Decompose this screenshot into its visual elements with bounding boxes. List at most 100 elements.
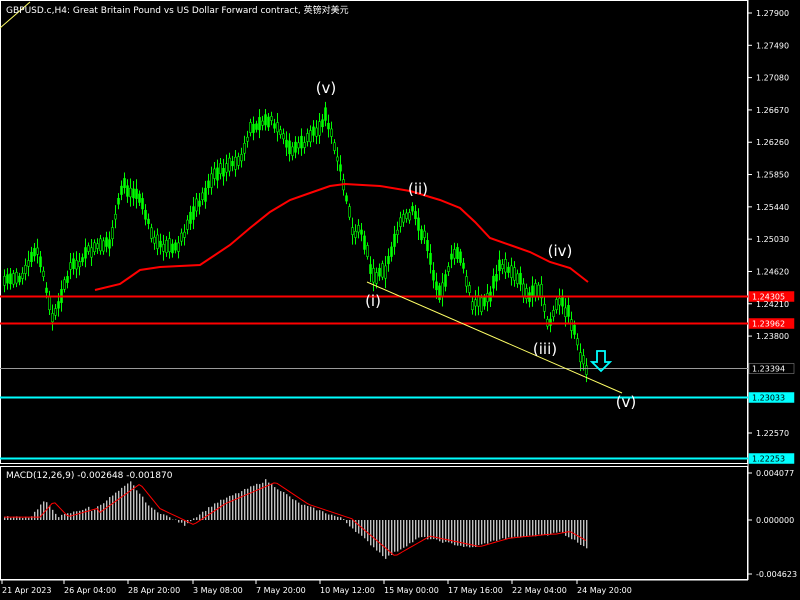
candle-body	[354, 230, 357, 238]
candle-body	[522, 283, 525, 298]
price-tick-label: 1.24210	[756, 300, 789, 309]
wave-trendline	[366, 281, 623, 394]
candle-body	[297, 142, 300, 149]
candle-body	[585, 365, 588, 375]
macd-bar	[208, 507, 210, 520]
candle-body	[237, 156, 240, 166]
macd-bar	[64, 514, 66, 520]
candle-body	[474, 299, 477, 307]
macd-bar	[439, 520, 441, 542]
macd-bar	[400, 520, 402, 550]
macd-bar	[382, 520, 384, 557]
candle-body	[447, 266, 450, 272]
macd-bar	[445, 520, 447, 542]
macd-bar	[580, 520, 582, 545]
macd-bar	[67, 513, 69, 520]
macd-bar	[94, 509, 96, 520]
macd-bar	[73, 511, 75, 520]
candle-body	[414, 211, 417, 220]
macd-bar	[433, 520, 435, 540]
macd-bar	[355, 520, 357, 532]
macd-bar	[43, 501, 45, 520]
horizontal-levels[interactable]: 1.24305 1.23962 1.23394 1.23033 1.22253	[0, 291, 795, 464]
macd-bar	[154, 509, 156, 520]
time-tick-label: 7 May 20:00	[256, 586, 306, 595]
macd-bar	[256, 483, 258, 520]
candle-body	[321, 119, 324, 128]
macd-bar	[277, 489, 279, 520]
macd-bar	[523, 520, 525, 537]
candle-body	[498, 259, 501, 272]
candle-body	[453, 249, 456, 259]
candle-body	[459, 251, 462, 263]
candle-body	[27, 260, 30, 267]
candle-body	[555, 299, 558, 310]
macd-bar	[457, 520, 459, 546]
macd-bar	[310, 506, 312, 520]
candle-body	[246, 136, 249, 142]
macd-bar	[4, 516, 6, 520]
candle-body	[120, 185, 123, 195]
macd-bar	[514, 520, 516, 537]
candle-body	[75, 260, 78, 270]
macd-bar	[190, 520, 192, 522]
candle-body	[279, 129, 282, 135]
candle-body	[3, 276, 6, 286]
candle-body	[312, 126, 315, 136]
candle-body	[156, 234, 159, 249]
candle-body	[393, 233, 396, 247]
candle-body	[198, 200, 201, 207]
candle-body	[54, 308, 57, 316]
candle-body	[162, 243, 165, 252]
candle-body	[345, 195, 348, 202]
price-tick-label: 1.24620	[756, 267, 789, 276]
macd-bar	[472, 520, 474, 548]
macd-bar	[406, 520, 408, 547]
macd-bar	[13, 516, 15, 520]
candle-body	[306, 133, 309, 142]
candle-body	[552, 310, 555, 318]
price-tick-label: 1.22570	[756, 429, 789, 438]
macd-bar	[298, 502, 300, 520]
candle-body	[300, 135, 303, 149]
macd-bar	[223, 499, 225, 520]
candle-body	[504, 259, 507, 273]
macd-bar	[586, 520, 588, 549]
macd-bar	[379, 520, 381, 553]
macd-bar	[388, 520, 390, 556]
macd-bar	[424, 520, 426, 537]
candle-body	[579, 352, 582, 363]
price-tick-label: 1.27900	[756, 9, 789, 18]
candle-body	[255, 123, 258, 130]
candle-body	[348, 206, 351, 218]
macd-bar	[10, 517, 12, 520]
macd-bar	[151, 507, 153, 520]
macd-bar	[454, 520, 456, 546]
macd-bar	[451, 520, 453, 544]
candle-body	[144, 209, 147, 220]
macd-bar	[364, 520, 366, 539]
candle-body	[510, 265, 513, 278]
macd-bar	[76, 511, 78, 520]
level-price-label: 1.24305	[752, 293, 785, 302]
candle-body	[153, 236, 156, 244]
macd-bar	[313, 507, 315, 520]
macd-bar	[280, 491, 282, 520]
macd-bar	[295, 500, 297, 520]
candle-body	[6, 274, 9, 284]
candle-body	[468, 285, 471, 293]
macd-bar	[469, 520, 471, 548]
macd-bar	[412, 520, 414, 543]
candle-body	[72, 258, 75, 269]
macd-bar	[235, 493, 237, 520]
macd-bar	[55, 513, 57, 520]
candle-body	[480, 297, 483, 312]
candle-body	[240, 154, 243, 162]
macd-bar	[478, 520, 480, 546]
candle-body	[282, 133, 285, 140]
candle-body	[102, 240, 105, 252]
macd-bar	[331, 514, 333, 520]
macd-bar	[19, 516, 21, 520]
macd-bar	[436, 520, 438, 540]
